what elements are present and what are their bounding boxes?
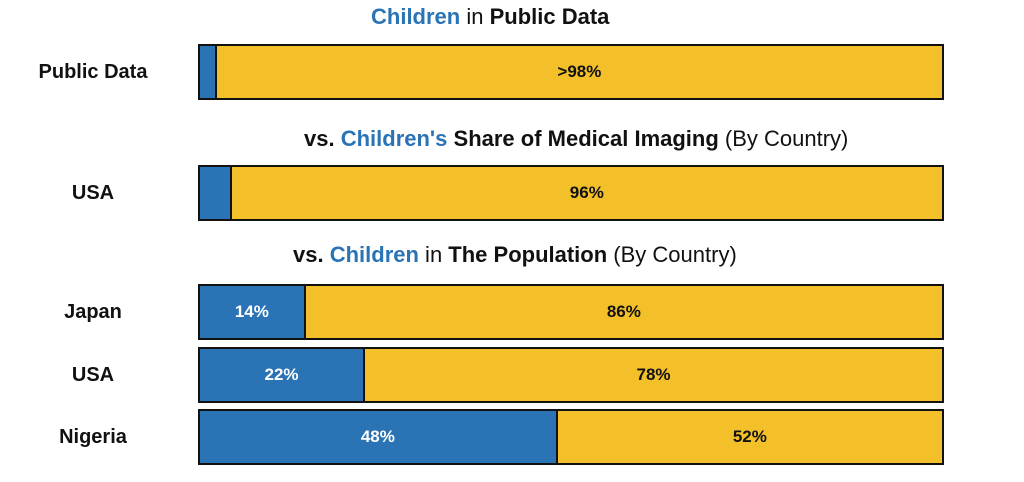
stacked-bar: >98% (198, 44, 944, 100)
title-segment: vs. (304, 126, 341, 151)
title-segment: Share of Medical Imaging (447, 126, 719, 151)
other-segment: 78% (363, 349, 942, 401)
category-label: Japan (64, 301, 122, 323)
other-segment: 96% (229, 167, 942, 219)
other-segment: 86% (303, 286, 942, 338)
children-segment (200, 46, 215, 98)
stacked-bar: 22% 78% (198, 347, 944, 403)
section-title: vs. Children in The Population (By Count… (293, 242, 737, 268)
stacked-bar: 48% 52% (198, 409, 944, 465)
children-segment: 22% (200, 349, 364, 401)
title-segment: Children's (340, 126, 448, 151)
children-segment: 14% (200, 286, 304, 338)
category-label: Nigeria (59, 426, 127, 448)
section-title: vs. Children's Share of Medical Imaging … (304, 126, 848, 152)
category-label: USA (71, 182, 115, 204)
title-segment: in (418, 242, 449, 267)
title-segment: Public Data (489, 4, 610, 29)
other-segment: 52% (555, 411, 942, 463)
title-segment: The Population (448, 242, 608, 267)
title-segment: vs. (293, 242, 330, 267)
title-segment: Children (371, 4, 461, 29)
title-segment: in (460, 4, 490, 29)
title-segment: (By Country) (607, 242, 737, 267)
category-label: Public Data (38, 61, 148, 83)
children-segment (200, 167, 230, 219)
stacked-bar: 96% (198, 165, 944, 221)
section-title: Children in Public Data (371, 4, 609, 30)
category-label: USA (71, 364, 115, 386)
title-segment: Children (329, 242, 419, 267)
stacked-bar: 14% 86% (198, 284, 944, 340)
other-segment: >98% (214, 46, 942, 98)
children-segment: 48% (200, 411, 556, 463)
title-segment: (By Country) (718, 126, 849, 151)
